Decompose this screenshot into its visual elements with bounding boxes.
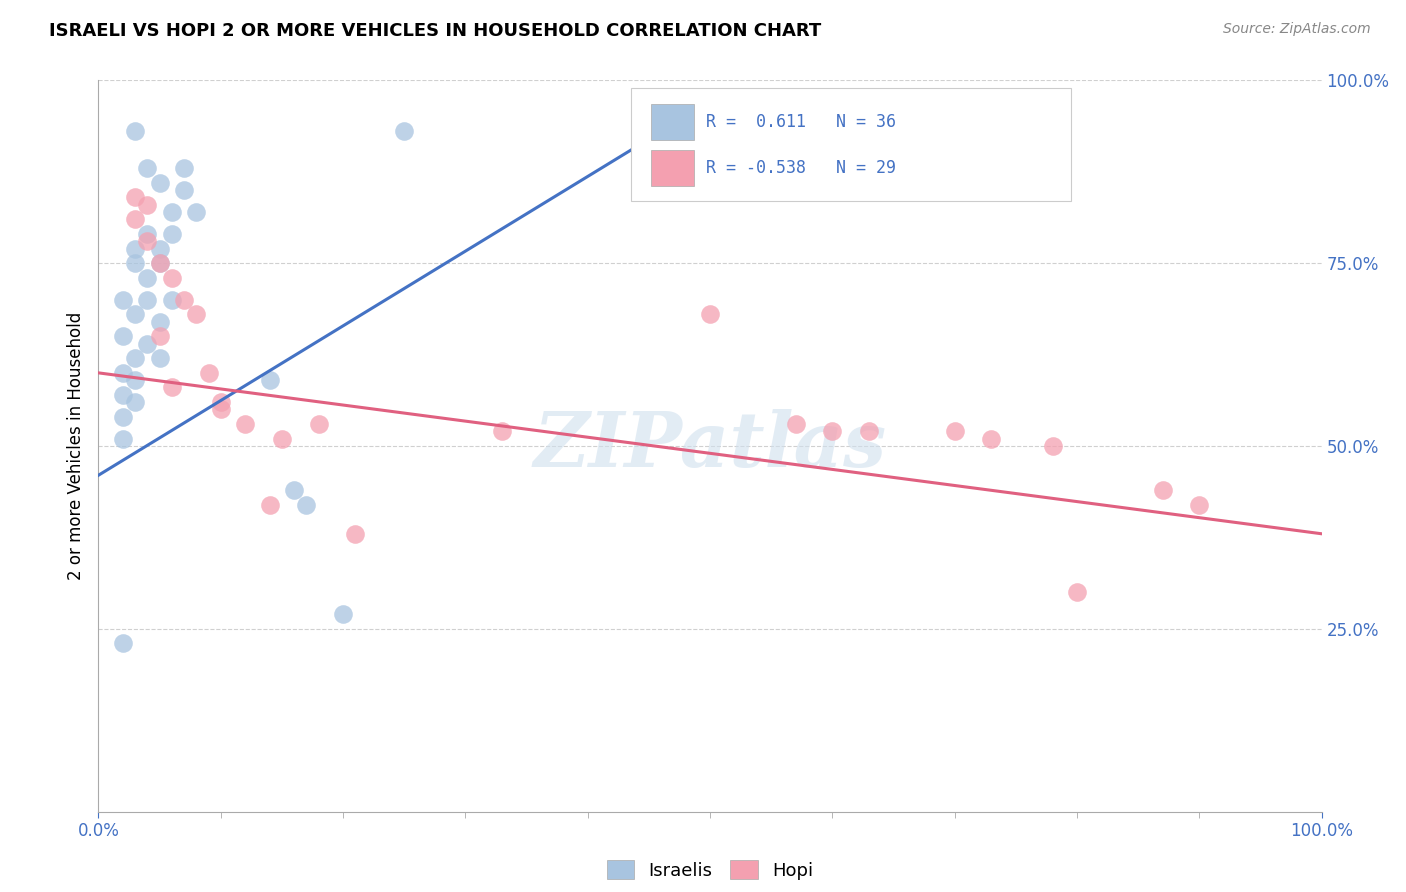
Point (111, 432, 134, 446)
Point (173, 293, 195, 307)
Point (259, 498, 281, 512)
Point (136, 227, 159, 241)
Point (124, 307, 146, 321)
Point (1042, 439, 1064, 453)
Point (149, 351, 172, 366)
Bar (651, 150, 695, 186)
Point (124, 190, 146, 204)
Point (160, 380, 183, 394)
Point (136, 161, 159, 175)
Point (650, 124, 672, 138)
Point (160, 270, 183, 285)
Point (785, 417, 807, 431)
Point (295, 498, 318, 512)
Text: R =  0.611   N = 36: R = 0.611 N = 36 (706, 113, 897, 131)
Text: Source: ZipAtlas.com: Source: ZipAtlas.com (1223, 22, 1371, 37)
Point (209, 402, 232, 417)
Point (149, 315, 172, 329)
Point (173, 161, 195, 175)
Point (283, 483, 305, 497)
Point (197, 366, 219, 380)
Text: R = -0.538   N = 29: R = -0.538 N = 29 (706, 159, 897, 177)
FancyBboxPatch shape (630, 87, 1071, 201)
Point (186, 307, 208, 321)
Point (173, 183, 195, 197)
Point (124, 212, 146, 227)
Point (149, 242, 172, 256)
Point (491, 425, 513, 439)
Point (149, 256, 172, 270)
Text: ZIPatlas: ZIPatlas (533, 409, 887, 483)
Point (1188, 498, 1211, 512)
Point (233, 417, 256, 431)
Point (136, 270, 159, 285)
Point (149, 176, 172, 190)
Point (699, 307, 721, 321)
Point (124, 351, 146, 366)
Point (149, 329, 172, 343)
Text: ISRAELI VS HOPI 2 OR MORE VEHICLES IN HOUSEHOLD CORRELATION CHART: ISRAELI VS HOPI 2 OR MORE VEHICLES IN HO… (49, 22, 821, 40)
Point (111, 388, 134, 402)
Point (160, 227, 183, 241)
Point (124, 373, 146, 387)
Legend: Israelis, Hopi: Israelis, Hopi (600, 853, 820, 887)
Point (124, 124, 146, 138)
Point (943, 425, 966, 439)
Point (1152, 483, 1174, 497)
Point (209, 395, 232, 409)
Point (332, 607, 354, 622)
Point (124, 256, 146, 270)
Bar (651, 103, 695, 140)
Point (821, 425, 844, 439)
Point (136, 293, 159, 307)
Point (136, 336, 159, 351)
Point (124, 242, 146, 256)
Point (308, 417, 330, 431)
Y-axis label: 2 or more Vehicles in Household: 2 or more Vehicles in Household (66, 312, 84, 580)
Point (124, 395, 146, 409)
Point (111, 636, 134, 650)
Point (111, 409, 134, 424)
Point (392, 124, 416, 138)
Point (111, 293, 134, 307)
Point (186, 205, 208, 219)
Point (270, 432, 294, 446)
Point (259, 373, 281, 387)
Point (111, 329, 134, 343)
Point (858, 425, 880, 439)
Point (111, 366, 134, 380)
Point (136, 197, 159, 211)
Point (1066, 585, 1088, 599)
Point (160, 205, 183, 219)
Point (149, 256, 172, 270)
Point (980, 432, 1002, 446)
Point (136, 234, 159, 248)
Point (160, 293, 183, 307)
Point (344, 526, 367, 541)
